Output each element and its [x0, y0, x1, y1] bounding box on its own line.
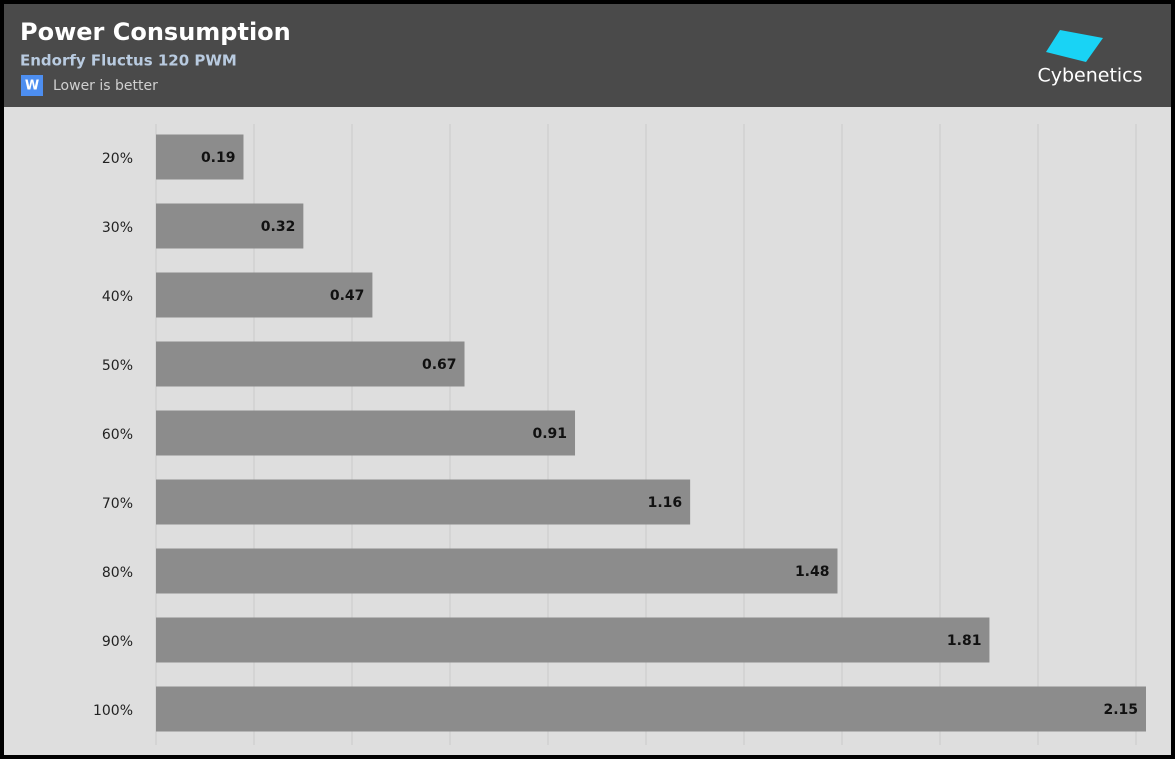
value-label: 0.67	[422, 357, 457, 373]
bar	[156, 341, 465, 387]
y-tick-label: 90%	[102, 634, 133, 650]
value-label: 2.15	[1103, 702, 1138, 718]
bar	[156, 479, 691, 525]
value-label: 0.91	[532, 426, 567, 442]
brand: Cybenetics	[1037, 65, 1142, 87]
y-tick-label: 80%	[102, 565, 133, 581]
y-tick-label: 60%	[102, 427, 133, 443]
value-label: 1.48	[795, 564, 830, 580]
bar	[156, 548, 838, 594]
logo-mark	[1046, 30, 1103, 62]
y-tick-label: 100%	[93, 703, 133, 719]
bar	[156, 134, 244, 180]
chart-title: Power Consumption	[20, 18, 291, 46]
bar	[156, 203, 304, 249]
unit-badge: W	[25, 79, 39, 94]
header	[4, 4, 1171, 107]
value-label: 0.19	[201, 150, 236, 166]
value-label: 1.81	[947, 633, 982, 649]
bar	[156, 272, 373, 318]
value-label: 1.16	[648, 495, 683, 511]
bar	[156, 617, 990, 663]
chart-subtitle: Endorfy Fluctus 120 PWM	[20, 52, 237, 70]
value-label: 0.47	[330, 288, 365, 304]
y-tick-label: 50%	[102, 358, 133, 374]
y-tick-label: 20%	[102, 151, 133, 167]
bar	[156, 686, 1146, 732]
y-tick-label: 70%	[102, 496, 133, 512]
bar	[156, 410, 576, 456]
unit-badge-box	[21, 75, 43, 96]
y-tick-label: 40%	[102, 289, 133, 305]
y-tick-label: 30%	[102, 220, 133, 236]
note: Lower is better	[53, 78, 158, 94]
value-label: 0.32	[261, 219, 296, 235]
